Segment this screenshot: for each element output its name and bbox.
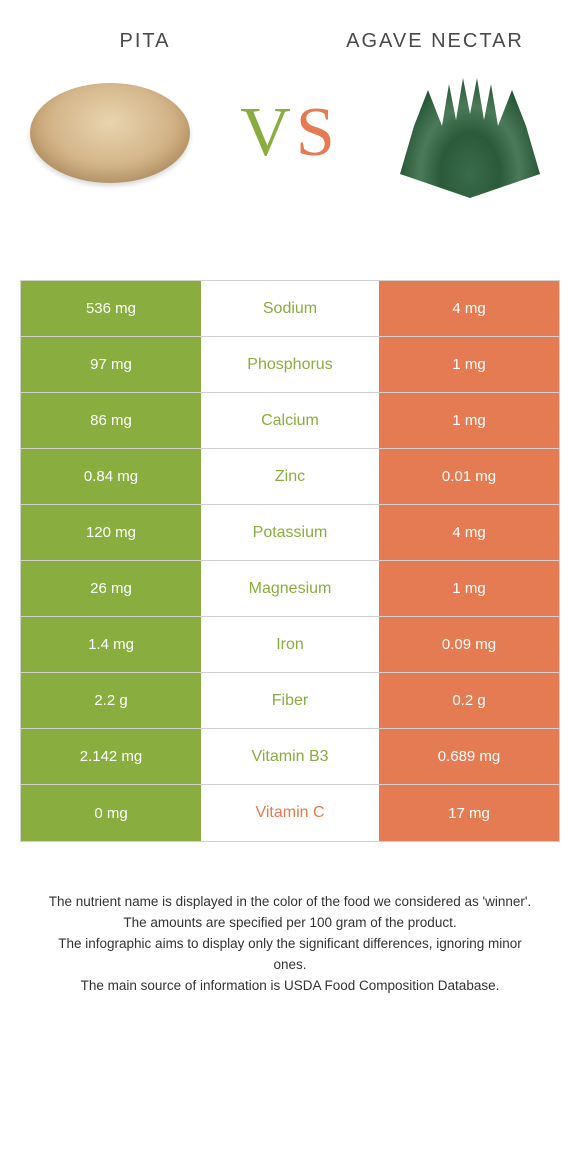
right-value-cell: 4 mg (379, 281, 559, 336)
right-value-cell: 0.689 mg (379, 729, 559, 784)
left-value-cell: 0.84 mg (21, 449, 201, 504)
nutrient-label-cell: Vitamin C (201, 785, 379, 841)
right-value-cell: 17 mg (379, 785, 559, 841)
table-row: 536 mgSodium4 mg (21, 281, 559, 337)
table-row: 2.142 mgVitamin B30.689 mg (21, 729, 559, 785)
footer-line: The nutrient name is displayed in the co… (40, 892, 540, 913)
table-row: 0 mgVitamin C17 mg (21, 785, 559, 841)
nutrient-label-cell: Sodium (201, 281, 379, 336)
right-value-cell: 4 mg (379, 505, 559, 560)
footer-line: The infographic aims to display only the… (40, 934, 540, 976)
right-value-cell: 1 mg (379, 561, 559, 616)
title-row: Pita Agave Nectar (0, 0, 580, 53)
nutrient-label-cell: Iron (201, 617, 379, 672)
nutrient-label-cell: Calcium (201, 393, 379, 448)
left-value-cell: 1.4 mg (21, 617, 201, 672)
infographic-container: Pita Agave Nectar VS 536 mgSodium4 mg97 … (0, 0, 580, 1027)
nutrient-label-cell: Vitamin B3 (201, 729, 379, 784)
right-value-cell: 1 mg (379, 393, 559, 448)
table-row: 26 mgMagnesium1 mg (21, 561, 559, 617)
nutrient-label-cell: Phosphorus (201, 337, 379, 392)
left-value-cell: 97 mg (21, 337, 201, 392)
footer-notes: The nutrient name is displayed in the co… (0, 862, 580, 1027)
vs-label: VS (240, 93, 340, 173)
table-row: 86 mgCalcium1 mg (21, 393, 559, 449)
footer-line: The amounts are specified per 100 gram o… (40, 913, 540, 934)
table-row: 2.2 gFiber0.2 g (21, 673, 559, 729)
vs-v: V (240, 94, 296, 171)
left-food-title: Pita (30, 30, 260, 53)
table-row: 1.4 mgIron0.09 mg (21, 617, 559, 673)
left-value-cell: 2.2 g (21, 673, 201, 728)
table-row: 97 mgPhosphorus1 mg (21, 337, 559, 393)
right-food-image (380, 63, 560, 203)
pita-icon (30, 83, 190, 183)
nutrient-label-cell: Fiber (201, 673, 379, 728)
left-value-cell: 86 mg (21, 393, 201, 448)
vs-s: S (296, 94, 340, 171)
left-value-cell: 0 mg (21, 785, 201, 841)
left-food-image (20, 63, 200, 203)
nutrient-label-cell: Zinc (201, 449, 379, 504)
right-value-cell: 0.09 mg (379, 617, 559, 672)
left-value-cell: 2.142 mg (21, 729, 201, 784)
image-row: VS (0, 53, 580, 203)
agave-icon (390, 68, 550, 198)
left-value-cell: 120 mg (21, 505, 201, 560)
nutrient-table: 536 mgSodium4 mg97 mgPhosphorus1 mg86 mg… (20, 280, 560, 842)
table-row: 0.84 mgZinc0.01 mg (21, 449, 559, 505)
right-food-title: Agave Nectar (320, 30, 550, 53)
left-value-cell: 26 mg (21, 561, 201, 616)
header: Pita Agave Nectar VS (0, 0, 580, 260)
table-row: 120 mgPotassium4 mg (21, 505, 559, 561)
right-value-cell: 0.2 g (379, 673, 559, 728)
right-value-cell: 1 mg (379, 337, 559, 392)
footer-line: The main source of information is USDA F… (40, 976, 540, 997)
left-value-cell: 536 mg (21, 281, 201, 336)
nutrient-label-cell: Magnesium (201, 561, 379, 616)
right-value-cell: 0.01 mg (379, 449, 559, 504)
nutrient-label-cell: Potassium (201, 505, 379, 560)
